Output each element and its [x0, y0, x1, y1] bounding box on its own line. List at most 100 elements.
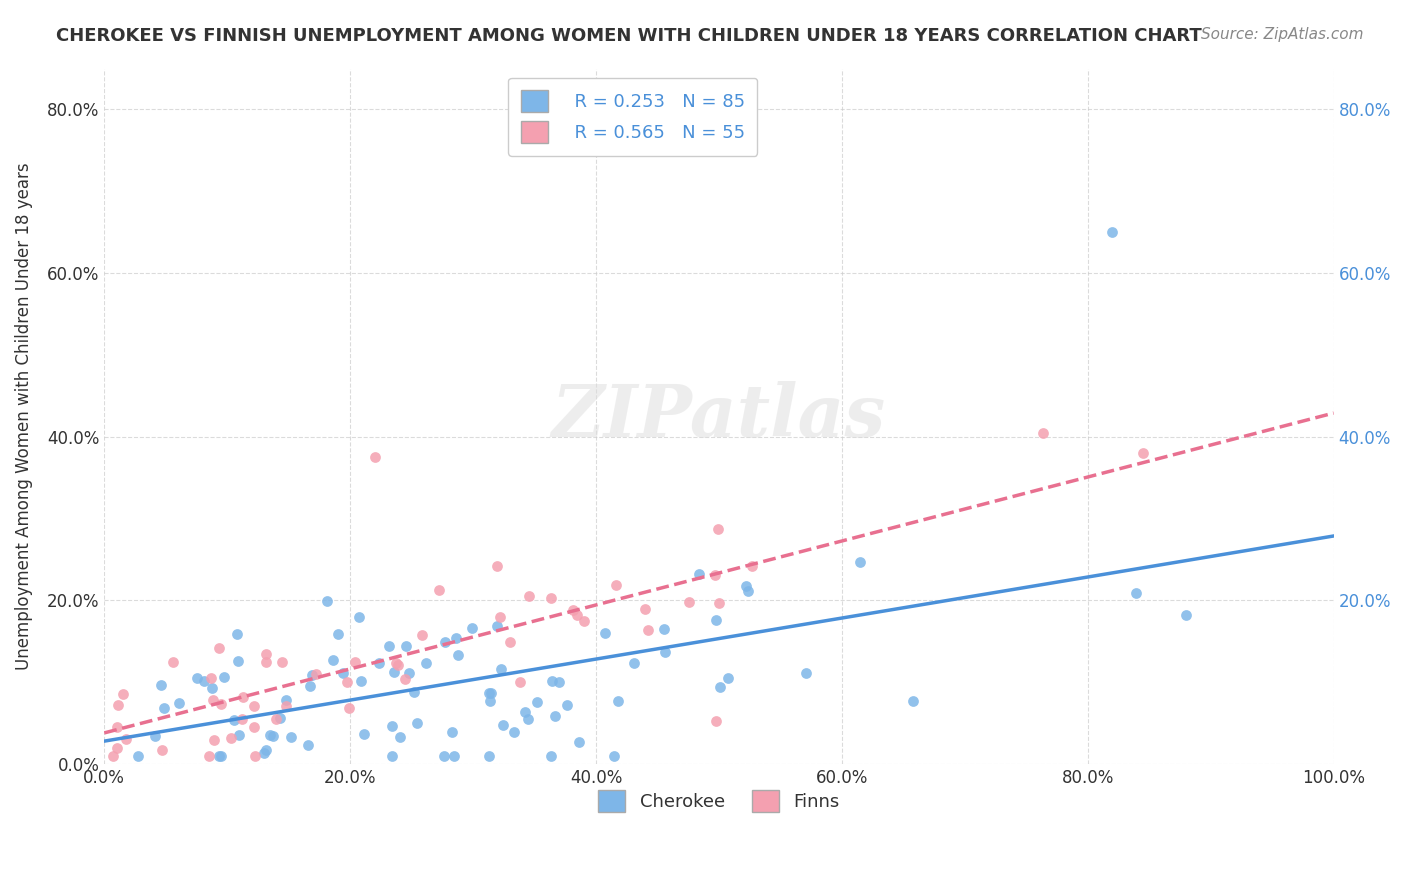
Point — [212, 670, 235, 684]
Point — [461, 622, 484, 636]
Point — [228, 654, 250, 668]
Point — [209, 697, 232, 711]
Point — [544, 709, 567, 723]
Point — [678, 595, 700, 609]
Point — [167, 696, 190, 710]
Point — [153, 701, 176, 715]
Point — [398, 665, 420, 680]
Point — [1032, 425, 1054, 440]
Point — [301, 668, 323, 682]
Point — [105, 741, 128, 756]
Text: CHEROKEE VS FINNISH UNEMPLOYMENT AMONG WOMEN WITH CHILDREN UNDER 18 YEARS CORREL: CHEROKEE VS FINNISH UNEMPLOYMENT AMONG W… — [56, 27, 1202, 45]
Point — [654, 623, 676, 637]
Point — [446, 631, 468, 645]
Point — [107, 698, 129, 712]
Point — [269, 711, 291, 725]
Point — [377, 639, 399, 653]
Point — [707, 596, 730, 610]
Point — [243, 699, 266, 714]
Point — [1101, 225, 1123, 239]
Point — [526, 695, 548, 709]
Point — [243, 748, 266, 763]
Point — [150, 743, 173, 757]
Y-axis label: Unemployment Among Women with Children Under 18 years: Unemployment Among Women with Children U… — [15, 162, 32, 670]
Point — [488, 609, 510, 624]
Point — [105, 720, 128, 734]
Point — [201, 693, 224, 707]
Point — [486, 558, 509, 573]
Point — [384, 665, 406, 679]
Point — [316, 594, 339, 608]
Point — [332, 665, 354, 680]
Point — [503, 724, 526, 739]
Point — [717, 671, 740, 685]
Point — [434, 635, 457, 649]
Point — [350, 674, 373, 689]
Point — [262, 729, 284, 743]
Point — [737, 583, 759, 598]
Point — [395, 639, 418, 653]
Point — [207, 748, 229, 763]
Point — [387, 657, 409, 672]
Point — [222, 714, 245, 728]
Point — [477, 748, 499, 763]
Point — [231, 712, 253, 726]
Point — [849, 555, 872, 569]
Point — [568, 735, 591, 749]
Point — [253, 746, 276, 760]
Point — [479, 686, 502, 700]
Point — [1125, 586, 1147, 600]
Point — [328, 627, 350, 641]
Point — [143, 729, 166, 743]
Point — [276, 698, 298, 713]
Point — [485, 618, 508, 632]
Point — [479, 694, 502, 708]
Point — [574, 614, 596, 628]
Point — [349, 610, 371, 624]
Point — [202, 733, 225, 747]
Point — [516, 712, 538, 726]
Point — [901, 694, 924, 708]
Point — [540, 591, 562, 606]
Point — [200, 671, 222, 685]
Point — [364, 450, 387, 464]
Point — [548, 675, 571, 690]
Point — [593, 625, 616, 640]
Point — [540, 748, 562, 763]
Point — [394, 672, 416, 686]
Point — [335, 674, 357, 689]
Point — [162, 655, 184, 669]
Point — [704, 714, 727, 728]
Point — [198, 748, 221, 763]
Text: Source: ZipAtlas.com: Source: ZipAtlas.com — [1201, 27, 1364, 42]
Point — [254, 656, 277, 670]
Point — [208, 640, 231, 655]
Point — [381, 719, 404, 733]
Point — [381, 748, 404, 763]
Point — [127, 748, 149, 763]
Point — [478, 686, 501, 700]
Point — [707, 522, 730, 536]
Point — [443, 748, 465, 763]
Point — [489, 661, 512, 675]
Point — [634, 601, 657, 615]
Point — [492, 718, 515, 732]
Point — [607, 693, 630, 707]
Point — [209, 748, 232, 763]
Point — [254, 743, 277, 757]
Point — [709, 681, 731, 695]
Point — [368, 656, 391, 670]
Point — [794, 665, 817, 680]
Point — [389, 730, 412, 744]
Point — [270, 655, 292, 669]
Point — [605, 577, 627, 591]
Point — [264, 712, 287, 726]
Point — [1132, 445, 1154, 459]
Point — [637, 624, 659, 638]
Point — [297, 738, 319, 752]
Point — [280, 730, 302, 744]
Point — [405, 716, 427, 731]
Point — [540, 674, 562, 689]
Point — [433, 748, 456, 763]
Point — [259, 727, 281, 741]
